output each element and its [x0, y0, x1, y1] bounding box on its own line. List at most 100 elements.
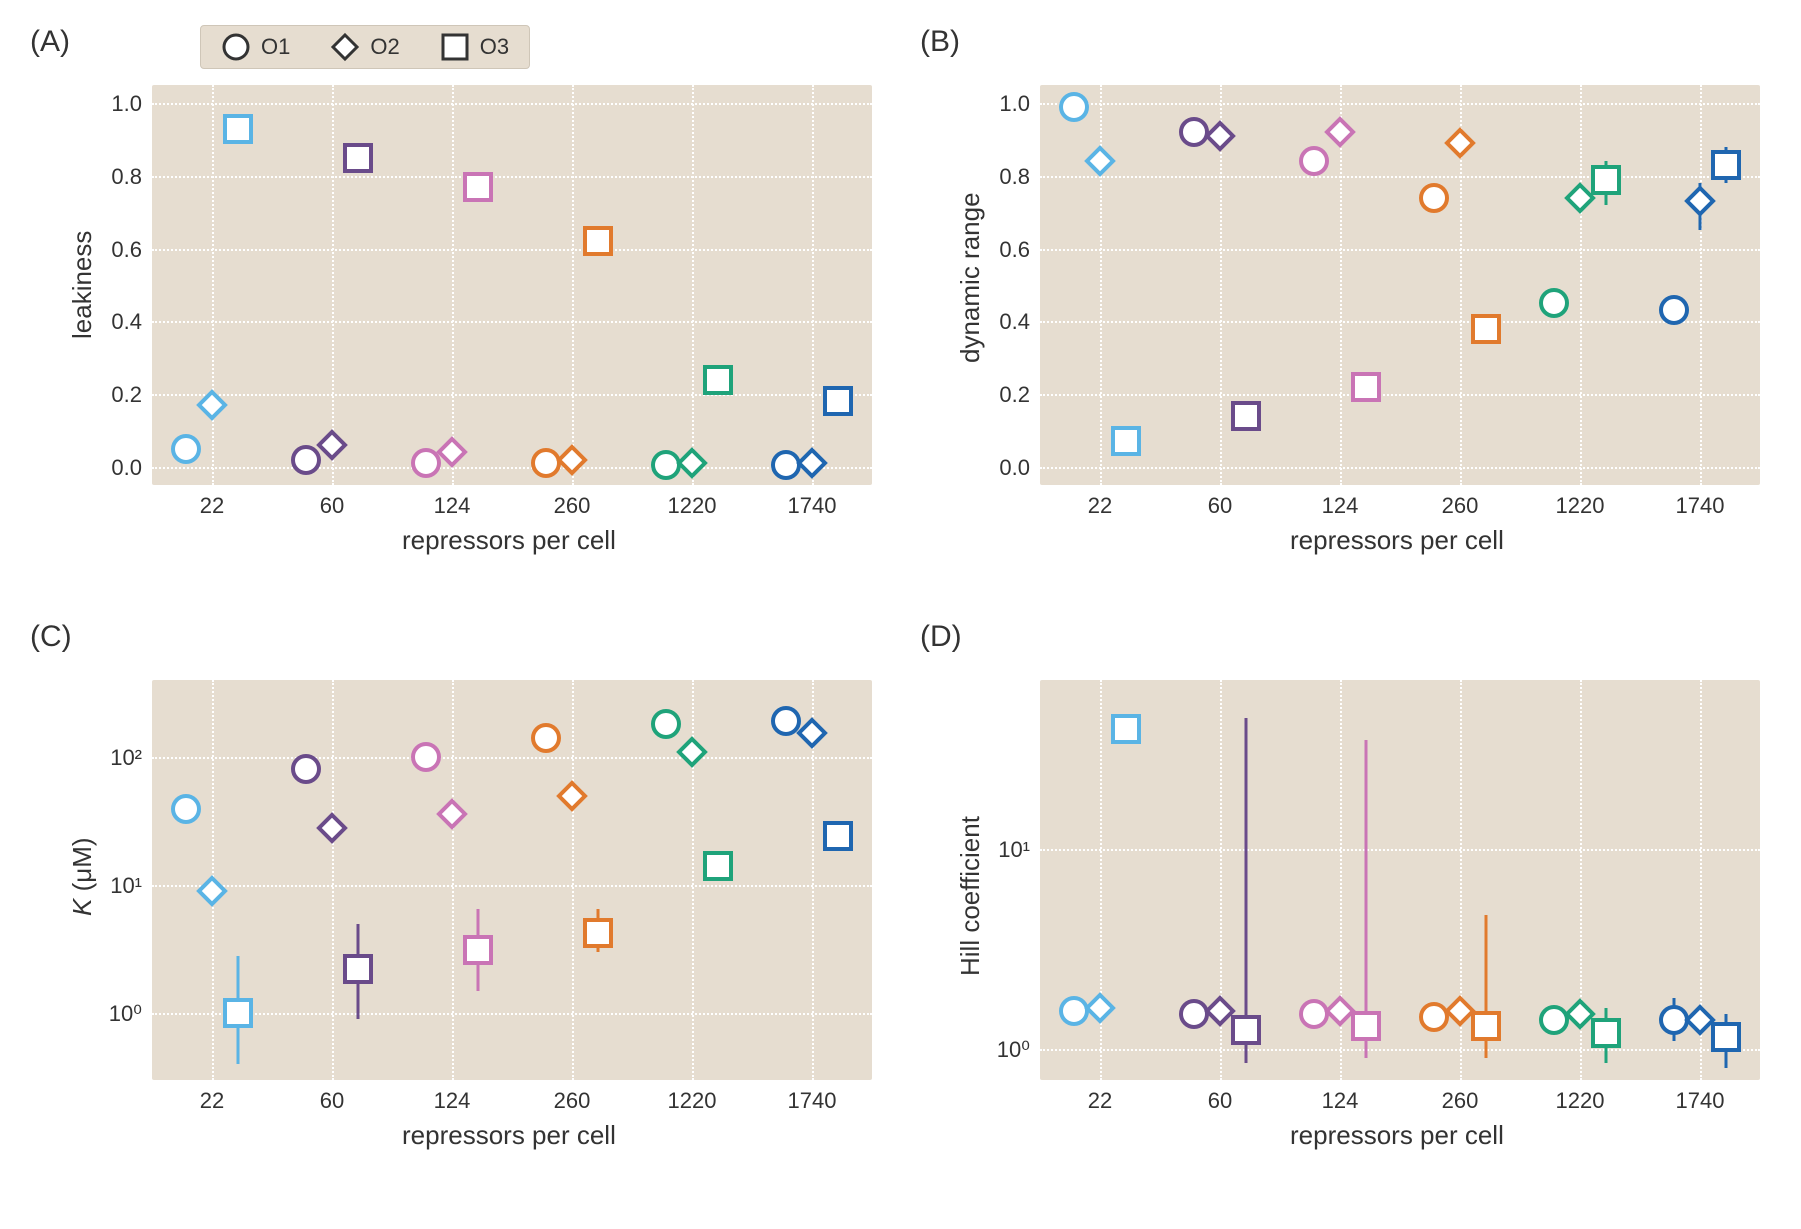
- x-axis-label: repressors per cell: [1290, 1120, 1504, 1151]
- y-tick-label: 0.8: [82, 164, 142, 190]
- legend-item-o3: O3: [440, 32, 509, 62]
- x-tick-label: 1740: [1660, 1088, 1740, 1114]
- panel-a: 0.00.20.40.60.81.0226012426012201740repr…: [152, 85, 872, 585]
- panel-label-b: (B): [920, 25, 960, 59]
- panel-label-a: (A): [30, 25, 70, 59]
- x-tick-label: 1220: [652, 493, 732, 519]
- x-tick-label: 1220: [1540, 493, 1620, 519]
- legend-label-o2: O2: [370, 34, 399, 60]
- data-point: [649, 448, 683, 482]
- data-point: [1177, 115, 1211, 149]
- data-point: [701, 849, 735, 883]
- legend-label-o1: O1: [261, 34, 290, 60]
- data-point: [1109, 712, 1143, 746]
- data-point: [1537, 1003, 1571, 1037]
- panel-label-d: (D): [920, 620, 962, 654]
- error-bar: [1725, 1014, 1728, 1069]
- x-tick-label: 60: [292, 493, 372, 519]
- y-axis-label: K (μM): [67, 837, 98, 916]
- data-point: [1417, 181, 1451, 215]
- error-bar: [1125, 430, 1128, 452]
- y-tick-label: 10⁰: [970, 1037, 1030, 1063]
- y-axis-label: leakiness: [67, 231, 98, 339]
- y-tick-label: 10⁰: [82, 1001, 142, 1027]
- error-bar: [1365, 372, 1368, 401]
- legend-item-o1: O1: [221, 32, 290, 62]
- x-axis-label: repressors per cell: [1290, 525, 1504, 556]
- x-tick-label: 60: [1180, 493, 1260, 519]
- y-tick-label: 0.0: [82, 455, 142, 481]
- data-point: [1057, 90, 1091, 124]
- panel-c: 10⁰10¹10²226012426012201740repressors pe…: [152, 680, 872, 1180]
- x-tick-label: 22: [1060, 493, 1140, 519]
- data-point: [649, 707, 683, 741]
- data-point: [1417, 1000, 1451, 1034]
- error-bar: [357, 924, 360, 1019]
- figure-root: (A) (B) (C) (D) O1 O2 O3 0.00.20.40.60.8…: [20, 20, 1781, 1209]
- x-tick-label: 124: [1300, 1088, 1380, 1114]
- plot-area: [1040, 680, 1760, 1080]
- legend: O1 O2 O3: [200, 25, 530, 69]
- y-tick-label: 10²: [82, 745, 142, 771]
- data-point: [409, 446, 443, 480]
- error-bar: [1699, 183, 1702, 230]
- x-tick-label: 60: [292, 1088, 372, 1114]
- data-point: [529, 721, 563, 755]
- x-tick-label: 260: [1420, 493, 1500, 519]
- x-axis-label: repressors per cell: [402, 1120, 616, 1151]
- legend-item-o2: O2: [330, 32, 399, 62]
- y-tick-label: 0.2: [970, 382, 1030, 408]
- x-tick-label: 260: [1420, 1088, 1500, 1114]
- data-point: [769, 704, 803, 738]
- error-bar: [1672, 998, 1675, 1041]
- y-axis-label: Hill coefficient: [955, 816, 986, 976]
- error-bar: [597, 227, 600, 256]
- x-tick-label: 22: [172, 1088, 252, 1114]
- y-tick-label: 0.8: [970, 164, 1030, 190]
- error-bar: [1605, 1008, 1608, 1063]
- y-tick-label: 1.0: [82, 91, 142, 117]
- error-bar: [1245, 718, 1248, 1063]
- x-tick-label: 124: [412, 493, 492, 519]
- x-tick-label: 260: [532, 493, 612, 519]
- error-bar: [477, 176, 480, 198]
- data-point: [769, 448, 803, 482]
- y-tick-label: 1.0: [970, 91, 1030, 117]
- x-tick-label: 1740: [772, 1088, 852, 1114]
- x-tick-label: 22: [1060, 1088, 1140, 1114]
- x-axis-label: repressors per cell: [402, 525, 616, 556]
- error-bar: [717, 365, 720, 394]
- y-axis-label: dynamic range: [955, 192, 986, 363]
- x-tick-label: 124: [1300, 493, 1380, 519]
- data-point: [1057, 994, 1091, 1028]
- x-tick-label: 124: [412, 1088, 492, 1114]
- legend-marker-o3: [440, 32, 470, 62]
- legend-label-o3: O3: [480, 34, 509, 60]
- error-bar: [1605, 161, 1608, 205]
- x-tick-label: 1740: [772, 493, 852, 519]
- error-bar: [1245, 401, 1248, 430]
- x-tick-label: 1740: [1660, 493, 1740, 519]
- data-point: [821, 819, 855, 853]
- legend-marker-o1: [221, 32, 251, 62]
- data-point: [1177, 997, 1211, 1031]
- data-point: [529, 446, 563, 480]
- x-tick-label: 60: [1180, 1088, 1260, 1114]
- data-point: [169, 432, 203, 466]
- data-point: [1297, 144, 1331, 178]
- data-point: [1537, 286, 1571, 320]
- error-bar: [357, 147, 360, 169]
- error-bar: [597, 909, 600, 952]
- panel-label-c: (C): [30, 620, 72, 654]
- error-bar: [237, 956, 240, 1064]
- plot-area: [152, 85, 872, 485]
- x-tick-label: 1220: [1540, 1088, 1620, 1114]
- error-bar: [837, 387, 840, 416]
- y-tick-label: 0.0: [970, 455, 1030, 481]
- panel-b: 0.00.20.40.60.81.0226012426012201740repr…: [1040, 85, 1760, 585]
- plot-area: [152, 680, 872, 1080]
- error-bar: [1485, 314, 1488, 343]
- x-tick-label: 22: [172, 493, 252, 519]
- error-bar: [237, 118, 240, 140]
- error-bar: [477, 909, 480, 991]
